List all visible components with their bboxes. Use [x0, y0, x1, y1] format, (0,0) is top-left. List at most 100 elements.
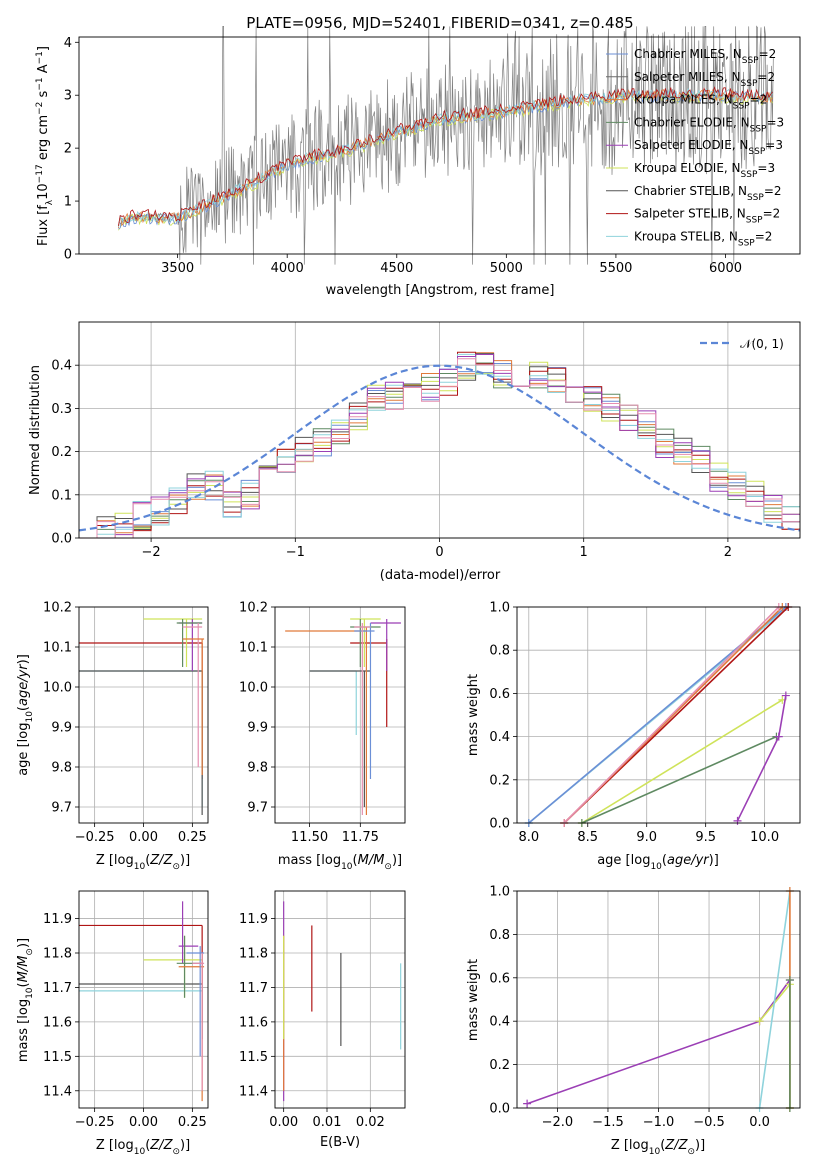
label-part: Kroupa ELODIE, N	[634, 161, 741, 175]
label-part: Z/Z	[664, 1138, 688, 1153]
age-vs-Z-content	[79, 618, 205, 815]
label-part: =3	[757, 161, 775, 175]
y-tick-label: 10.1	[43, 641, 72, 656]
label-part: erg cm	[36, 115, 51, 164]
x-tick-label: −0.25	[75, 1115, 115, 1130]
y-tick-label: 10.1	[239, 641, 268, 656]
label-part: Chabrier STELIB, N	[634, 184, 747, 198]
label-part: =2	[755, 229, 773, 243]
label-part: 10	[650, 862, 662, 872]
legend-label: Kroupa STELIB, NSSP=2	[634, 229, 772, 248]
legend-label: Salpeter STELIB, NSSP=2	[634, 207, 780, 226]
label-part: −1	[35, 77, 45, 90]
label-part: M/M	[358, 853, 385, 868]
label-part: Kroupa MILES, N	[634, 93, 733, 107]
x-tick-label: 2	[724, 545, 732, 560]
axes-frame	[78, 321, 801, 539]
x-tick-label: 0.02	[356, 1115, 385, 1130]
y-tick-label: 3	[64, 89, 72, 104]
axes-frame	[274, 890, 406, 1109]
x-tick-label: 0	[435, 545, 443, 560]
y-axis-label: mass weight	[466, 674, 481, 756]
y-tick-label: 4	[64, 36, 72, 51]
label-part: Salpeter MILES, N	[634, 70, 741, 84]
observed-spectrum-line	[118, 25, 774, 265]
legend-label: Kroupa MILES, NSSP=2	[634, 93, 767, 112]
y-tick-label: 0.2	[51, 445, 72, 460]
x-tick-label: 0.25	[178, 830, 207, 845]
label-part: )]	[709, 853, 719, 868]
label-part: −17	[35, 164, 45, 183]
y-tick-label: 0.0	[51, 532, 72, 547]
y-axis-label: mass weight	[466, 959, 481, 1041]
y-tick-label: 11.4	[43, 1084, 72, 1099]
histogram-series	[79, 354, 800, 539]
label-part: M/M	[16, 956, 31, 983]
y-tick-label: 10.0	[239, 681, 268, 696]
label-part: λ	[45, 199, 55, 205]
y-tick-label: 0	[64, 248, 72, 263]
y-tick-label: 0.8	[489, 928, 510, 943]
model-spectrum-line	[118, 86, 773, 226]
label-part: ⊙	[384, 862, 392, 872]
label-part: )]	[695, 1138, 705, 1153]
label-part: age [log	[16, 723, 31, 776]
label-part: =2	[750, 93, 768, 107]
label-part: Salpeter ELODIE, N	[634, 138, 748, 152]
spectrum-axes: 3500 4000 4500 5000 5500 6000 0 1 2 3 4	[64, 25, 801, 276]
weight-point-marker	[785, 975, 794, 984]
y-tick-label: 11.8	[43, 947, 72, 962]
label-part: SSP	[747, 193, 764, 203]
y-tick-label: 0.4	[489, 1015, 510, 1030]
x-axis-label: E(B-V)	[320, 1135, 360, 1150]
label-part: )]	[180, 853, 190, 868]
spectrum-content	[118, 25, 774, 265]
x-tick-label: −1.5	[592, 1115, 624, 1130]
label-part: −1	[35, 51, 45, 64]
legend-label: Chabrier ELODIE, NSSP=3	[634, 115, 784, 134]
y-tick-label: 9.7	[51, 801, 72, 816]
weight-series-line	[581, 699, 783, 824]
y-tick-label: 10.2	[43, 601, 72, 616]
label-part: mass [log	[278, 853, 341, 868]
normal-curve	[78, 364, 801, 532]
legend-label: Salpeter ELODIE, NSSP=3	[634, 138, 783, 157]
y-tick-label: 1.0	[489, 885, 510, 900]
label-part: 10	[649, 1147, 661, 1157]
x-tick-label: 1	[580, 545, 588, 560]
label-part: )]	[180, 1138, 190, 1153]
label-part: Kroupa STELIB, N	[634, 229, 738, 243]
x-tick-label: −2.0	[542, 1115, 574, 1130]
residuals-axes: −2 −1 0 1 2 0.0 0.1 0.2 0.3 0.4	[51, 321, 801, 560]
label-part: Z/Z	[149, 1138, 173, 1153]
x-tick-label: −1	[286, 545, 305, 560]
weight-point-marker	[523, 1099, 532, 1108]
x-tick-label: 9.0	[636, 830, 657, 845]
legend-label: Chabrier MILES, NSSP=2	[634, 47, 776, 66]
label-part: age/yr	[16, 663, 31, 706]
age-vs-mass-content	[285, 618, 401, 815]
y-tick-label: 9.9	[51, 721, 72, 736]
y-tick-label: 11.4	[239, 1084, 268, 1099]
mass-vs-EBV-axes: 0.00 0.01 0.02 11.4 11.5 11.6 11.7 11.8 11.9	[239, 890, 406, 1130]
y-tick-label: 10.2	[239, 601, 268, 616]
x-tick-label: 10.0	[750, 830, 779, 845]
y-tick-label: 9.8	[51, 761, 72, 776]
label-part: 10	[36, 183, 51, 200]
y-tick-label: 0.4	[51, 359, 72, 374]
label-part: 10	[134, 1147, 146, 1157]
label-part: Z [log	[611, 1138, 649, 1153]
x-tick-label: 3500	[161, 261, 194, 276]
x-tick-label: −0.5	[693, 1115, 725, 1130]
y-tick-label: 0.2	[489, 773, 510, 788]
label-part: 10	[25, 987, 35, 999]
y-axis-label: age [log10(age/yr)]	[16, 654, 35, 776]
label-part: (	[145, 853, 150, 868]
label-part: 10	[134, 862, 146, 872]
weight-point-marker	[733, 816, 742, 825]
x-axis-label: Z [log10(Z/Z⊙)]	[96, 1138, 190, 1157]
x-tick-label: 0.00	[129, 830, 158, 845]
x-tick-label: −2	[142, 545, 161, 560]
label-part: 10	[25, 711, 35, 723]
y-tick-label: 0.6	[489, 687, 510, 702]
